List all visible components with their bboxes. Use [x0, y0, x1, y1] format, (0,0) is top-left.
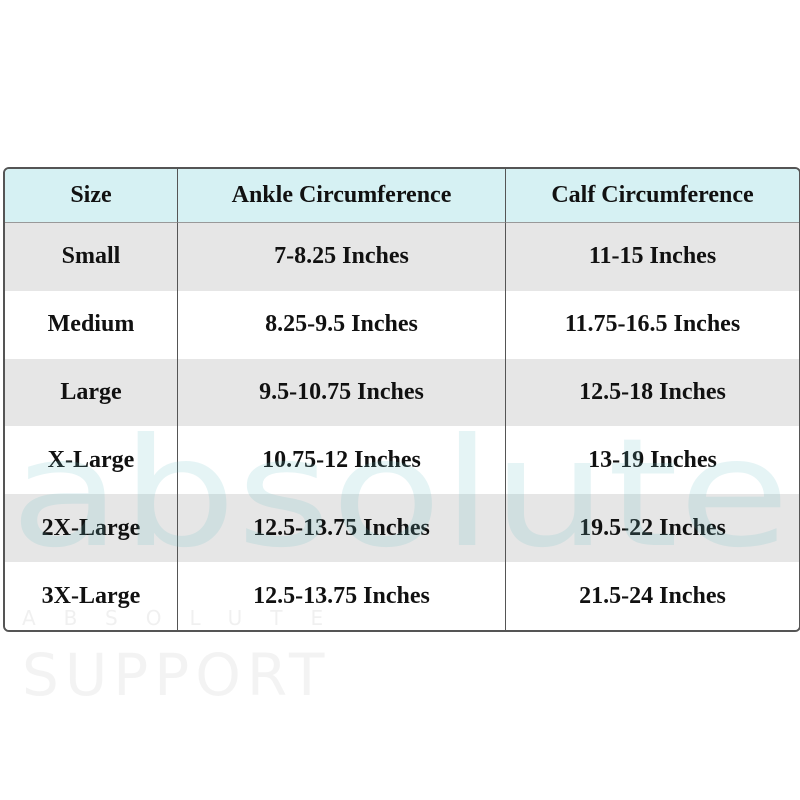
- table-cell: Small: [5, 223, 177, 291]
- table-cell: Large: [5, 358, 177, 427]
- table-cell: Medium: [5, 290, 177, 359]
- table-cell: 19.5-22 Inches: [505, 494, 799, 563]
- table-row: Large 9.5-10.75 Inches 12.5-18 Inches: [5, 358, 799, 427]
- table-row: 3X-Large 12.5-13.75 Inches 21.5-24 Inches: [5, 562, 799, 630]
- table-cell: 12.5-13.75 Inches: [177, 494, 505, 563]
- header-cell: Size: [5, 169, 177, 223]
- table-cell: 3X-Large: [5, 562, 177, 630]
- table-row: X-Large 10.75-12 Inches 13-19 Inches: [5, 426, 799, 495]
- table-cell: X-Large: [5, 426, 177, 495]
- table-cell: 2X-Large: [5, 494, 177, 563]
- table-cell: 13-19 Inches: [505, 426, 799, 495]
- table-row: Medium 8.25-9.5 Inches 11.75-16.5 Inches: [5, 290, 799, 359]
- table-cell: 12.5-13.75 Inches: [177, 562, 505, 630]
- table-cell: 7-8.25 Inches: [177, 223, 505, 291]
- table-cell: 8.25-9.5 Inches: [177, 290, 505, 359]
- table-cell: 21.5-24 Inches: [505, 562, 799, 630]
- table-cell: 11-15 Inches: [505, 223, 799, 291]
- watermark-tagline: SUPPORT: [22, 641, 330, 709]
- header-row: Size Ankle Circumference Calf Circumferenc…: [5, 169, 799, 223]
- table-cell: 11.75-16.5 Inches: [505, 290, 799, 359]
- header-cell: Calf Circumference: [505, 169, 799, 223]
- header-cell: Ankle Circumference: [177, 169, 505, 223]
- table-cell: 12.5-18 Inches: [505, 358, 799, 427]
- size-table: Size Ankle Circumference Calf Circumferenc…: [3, 167, 800, 632]
- table-row: Small 7-8.25 Inches 11-15 Inches: [5, 223, 799, 291]
- table-cell: 9.5-10.75 Inches: [177, 358, 505, 427]
- table-row: 2X-Large 12.5-13.75 Inches 19.5-22 Inches: [5, 494, 799, 563]
- table-cell: 10.75-12 Inches: [177, 426, 505, 495]
